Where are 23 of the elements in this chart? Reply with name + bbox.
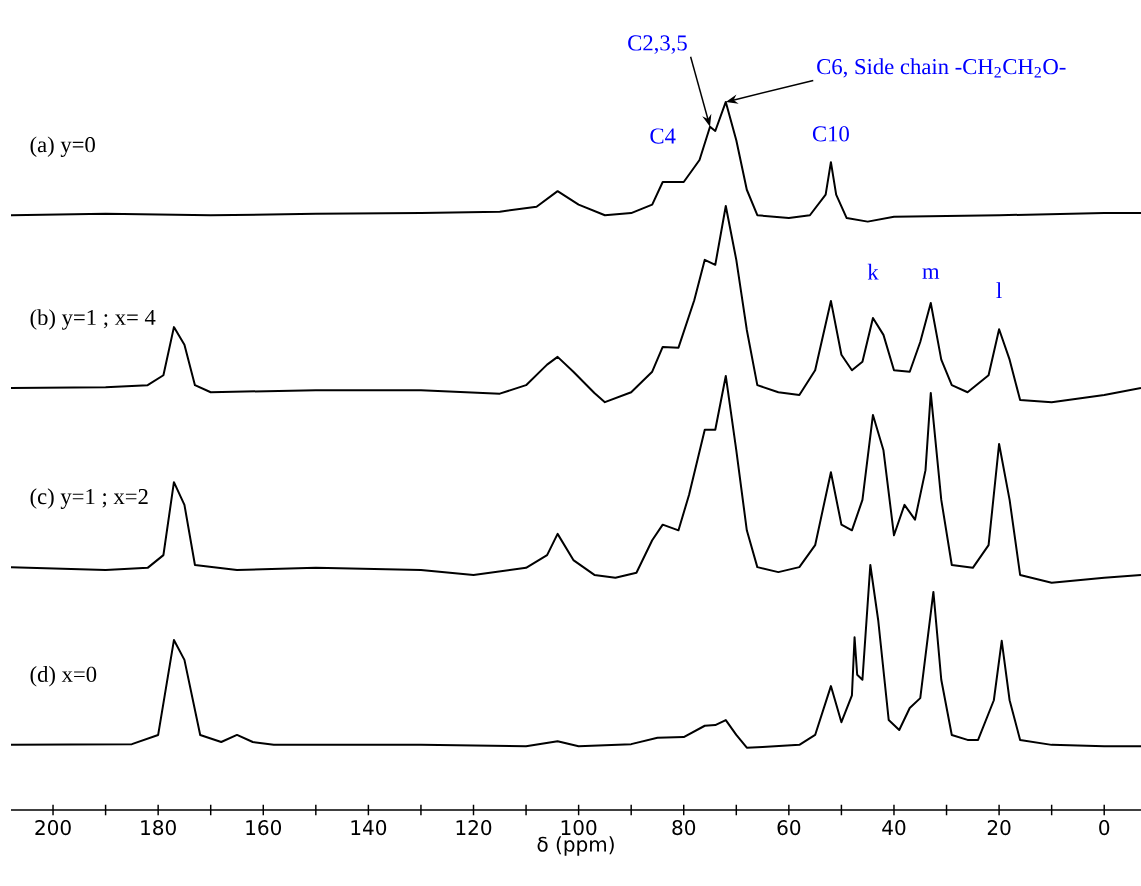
- x-tick-label: 180: [141, 820, 176, 836]
- annotation: C4: [650, 128, 676, 144]
- x-tick-label: 200: [35, 820, 71, 836]
- x-tick-label: 160: [246, 820, 282, 836]
- annotation: k: [867, 263, 879, 280]
- x-tick-label: 140: [351, 820, 387, 836]
- x-tick-label: 40: [882, 820, 906, 836]
- x-tick-label: 120: [456, 820, 492, 836]
- x-tick-label: 100: [561, 820, 597, 836]
- x-tick-label: 0: [1099, 820, 1110, 836]
- series-label: (b) y=1 ; x= 4: [30, 309, 156, 330]
- text: (d) x=0: [30, 666, 97, 687]
- series-label: (c) y=1 ; x=2: [30, 488, 148, 509]
- annotation: l: [996, 282, 1002, 298]
- x-tick-label: 80: [672, 820, 696, 836]
- text: (a) y=0: [30, 136, 95, 157]
- annotation: C10: [812, 126, 849, 142]
- x-tick-label: 60: [777, 820, 801, 836]
- x-tick-label: 20: [987, 820, 1011, 836]
- annotation: C2,3,5: [628, 35, 687, 54]
- annotation: m: [922, 268, 940, 279]
- annotation: C6, Side chain -CH$_{2}$CH$_{2}$O-: [817, 58, 1066, 78]
- x-axis-title: δ (ppm): [537, 836, 614, 856]
